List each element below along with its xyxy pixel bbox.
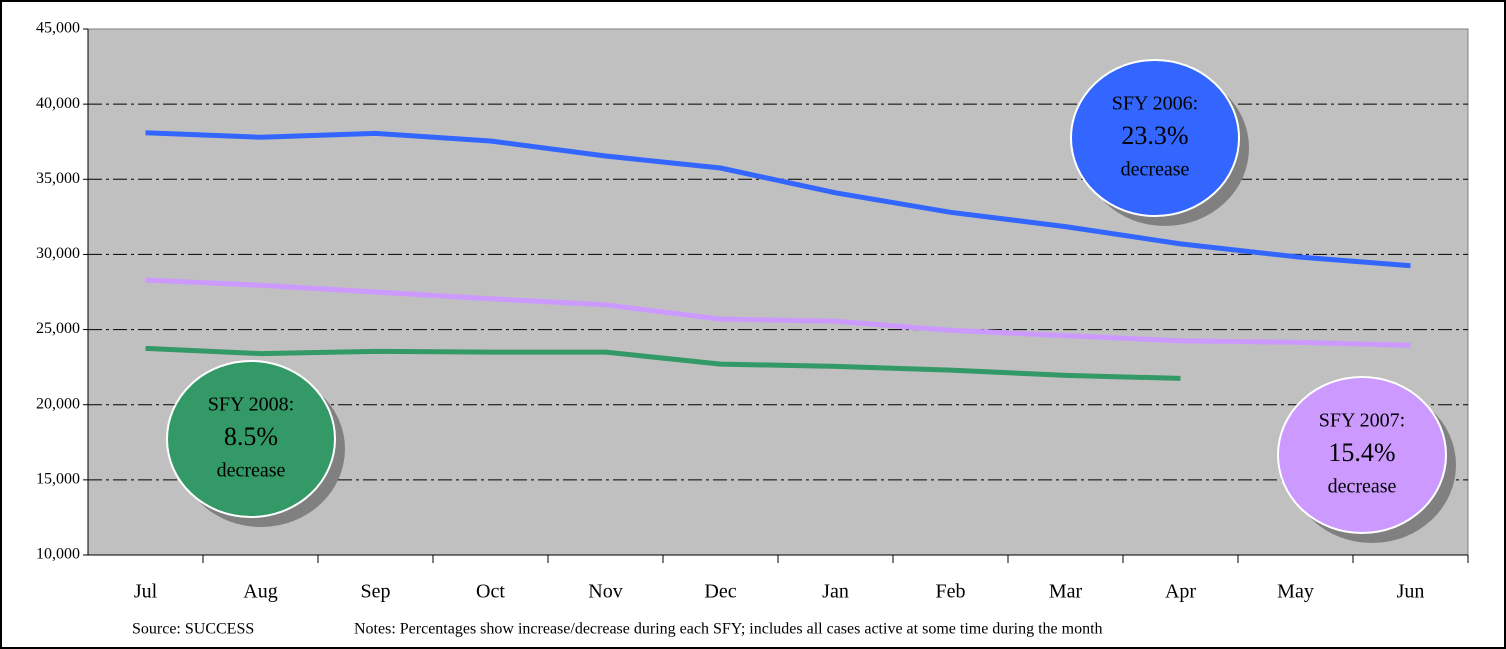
x-tick-label: Feb <box>936 581 966 603</box>
annotation: SFY 2007: 15.4% decrease <box>1277 376 1456 543</box>
y-tick-label: 35,000 <box>36 170 80 187</box>
series-line <box>145 277 1411 348</box>
x-tick-label: Mar <box>1049 581 1083 603</box>
annotation-bubble <box>166 360 336 518</box>
y-tick-label: 30,000 <box>36 245 80 262</box>
annotation-text: decrease <box>1328 476 1397 498</box>
x-tick-label: Apr <box>1165 581 1196 603</box>
source-note: Source: SUCCESS <box>132 621 254 638</box>
x-tick-label: Sep <box>361 581 391 603</box>
annotation-bubble <box>1070 59 1240 217</box>
series-line <box>145 345 1181 381</box>
y-tick-label: 40,000 <box>36 95 80 112</box>
y-tick-label: 15,000 <box>36 471 80 488</box>
series-line <box>145 130 1411 269</box>
y-tick-label: 25,000 <box>36 320 80 337</box>
x-tick-label: Jun <box>1397 581 1425 603</box>
x-tick-label: Nov <box>588 581 622 603</box>
annotation-text: SFY 2007: <box>1319 410 1406 432</box>
annotation-text: SFY 2006: <box>1112 93 1199 115</box>
annotation-bubble <box>1277 376 1447 534</box>
y-tick-label: 20,000 <box>36 395 80 412</box>
x-tick-label: Aug <box>243 581 277 603</box>
x-tick-label: Dec <box>704 581 736 603</box>
x-tick-label: Jan <box>822 581 849 603</box>
x-tick-label: Jul <box>134 581 158 603</box>
x-tick-label: Oct <box>476 581 505 603</box>
y-tick-label: 45,000 <box>36 20 80 37</box>
y-tick-label: 10,000 <box>36 546 80 563</box>
annotation-text: decrease <box>1121 159 1190 181</box>
annotation-text: SFY 2008: <box>208 394 295 416</box>
x-tick-label: May <box>1277 581 1314 603</box>
annotation-text: 8.5% <box>224 422 278 451</box>
annotation: SFY 2008: 8.5% decrease <box>166 360 345 527</box>
annotation-text: 15.4% <box>1328 438 1395 467</box>
annotation-text: 23.3% <box>1121 121 1188 150</box>
notes: Notes: Percentages show increase/decreas… <box>354 621 1103 638</box>
annotation: SFY 2006: 23.3% decrease <box>1070 59 1249 226</box>
annotation-text: decrease <box>217 460 286 482</box>
